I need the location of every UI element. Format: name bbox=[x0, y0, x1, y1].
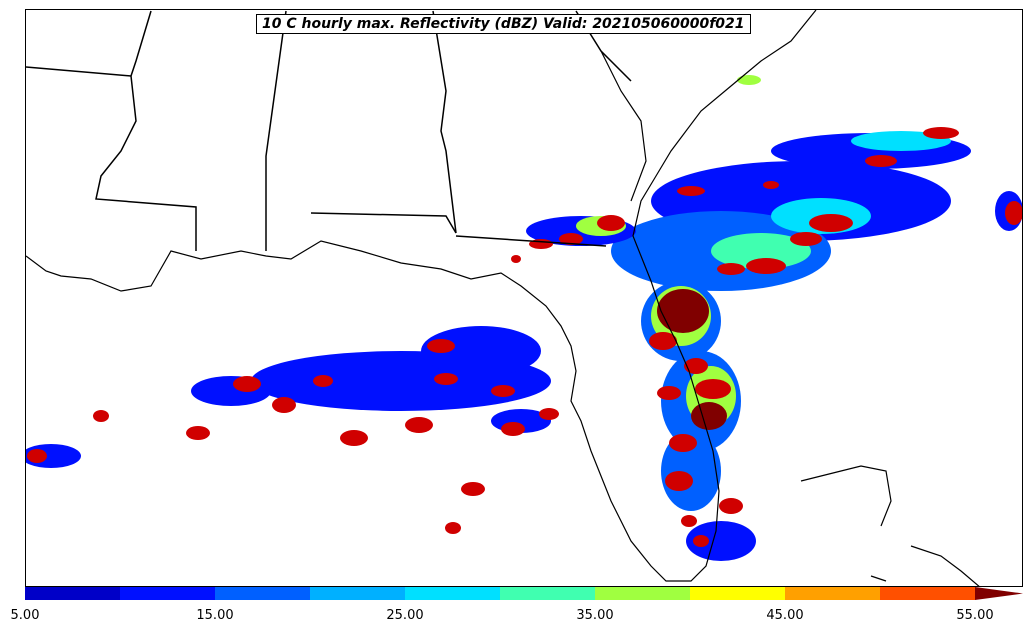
colorbar-tick-label: 15.00 bbox=[196, 608, 234, 623]
state-borders bbox=[26, 10, 632, 251]
reflectivity-cell bbox=[661, 431, 721, 511]
reflectivity-cell bbox=[684, 358, 708, 374]
al-ga-border bbox=[265, 10, 287, 251]
reflectivity-cell bbox=[597, 215, 625, 231]
reflectivity-cell bbox=[559, 233, 583, 245]
reflectivity-cell bbox=[233, 376, 261, 392]
reflectivity-cell bbox=[737, 75, 761, 85]
colorbar-segment bbox=[880, 587, 976, 600]
reflectivity-cell bbox=[649, 332, 677, 350]
reflectivity-cell bbox=[686, 521, 756, 561]
map-frame bbox=[25, 9, 1023, 587]
colorbar-tick-label: 35.00 bbox=[576, 608, 614, 623]
reflectivity-cells bbox=[26, 75, 1022, 561]
reflectivity-cell bbox=[681, 515, 697, 527]
reflectivity-cell bbox=[313, 375, 333, 387]
keys-coast bbox=[800, 465, 892, 527]
reflectivity-cell bbox=[272, 397, 296, 413]
reflectivity-cell bbox=[693, 535, 709, 547]
colorbar-tick-label: 5.00 bbox=[10, 608, 40, 623]
reflectivity-cell bbox=[501, 422, 525, 436]
colorbar-extend-arrow bbox=[975, 587, 1023, 600]
reflectivity-cell bbox=[865, 155, 897, 167]
colorbar-segment bbox=[405, 587, 501, 600]
reflectivity-cell bbox=[657, 289, 709, 333]
reflectivity-cell bbox=[669, 434, 697, 452]
sc-coast-inner bbox=[600, 50, 647, 202]
reflectivity-cell bbox=[809, 214, 853, 232]
colorbar-tick-label: 55.00 bbox=[956, 608, 994, 623]
reflectivity-cell bbox=[340, 430, 368, 446]
reflectivity-cell bbox=[719, 498, 743, 514]
grand-bahama bbox=[870, 575, 887, 582]
reflectivity-cell bbox=[511, 255, 521, 263]
reflectivity-cell bbox=[717, 263, 745, 275]
ms-tn-border bbox=[26, 66, 132, 77]
reflectivity-cell bbox=[695, 379, 731, 399]
ga-sc-border bbox=[432, 10, 457, 234]
colorbar-segment bbox=[25, 587, 121, 600]
reflectivity-cell bbox=[461, 482, 485, 496]
bahamas-coast bbox=[910, 545, 980, 586]
coastline bbox=[26, 10, 980, 586]
map-title: 10 C hourly max. Reflectivity (dBZ) Vali… bbox=[256, 14, 751, 34]
reflectivity-map bbox=[26, 10, 1022, 586]
reflectivity-cell bbox=[445, 522, 461, 534]
colorbar-tick-label: 45.00 bbox=[766, 608, 804, 623]
reflectivity-cell bbox=[93, 410, 109, 422]
colorbar-segment bbox=[120, 587, 216, 600]
reflectivity-cell bbox=[790, 232, 822, 246]
colorbar-segment bbox=[785, 587, 881, 600]
reflectivity-cell bbox=[746, 258, 786, 274]
reflectivity-cell bbox=[763, 181, 779, 189]
colorbar-segment bbox=[310, 587, 406, 600]
reflectivity-cell bbox=[405, 417, 433, 433]
reflectivity-cell bbox=[27, 449, 47, 463]
reflectivity-cell bbox=[691, 402, 727, 430]
gulf-coastline bbox=[26, 10, 817, 582]
reflectivity-colorbar bbox=[25, 587, 1023, 600]
reflectivity-cell bbox=[421, 326, 541, 376]
colorbar-tick-label: 25.00 bbox=[386, 608, 424, 623]
reflectivity-cell bbox=[711, 233, 811, 269]
reflectivity-cell bbox=[1005, 201, 1022, 225]
al-fl-border bbox=[310, 212, 457, 234]
colorbar-segment bbox=[215, 587, 311, 600]
reflectivity-cell bbox=[491, 385, 515, 397]
reflectivity-cell bbox=[539, 408, 559, 420]
reflectivity-cell bbox=[427, 339, 455, 353]
ms-al-border bbox=[95, 10, 197, 251]
reflectivity-cell bbox=[434, 373, 458, 385]
reflectivity-cell bbox=[186, 426, 210, 440]
colorbar-segment bbox=[595, 587, 691, 600]
reflectivity-cell bbox=[677, 186, 705, 196]
colorbar-segment bbox=[690, 587, 786, 600]
ga-fl-border bbox=[455, 235, 607, 247]
colorbar-segment bbox=[500, 587, 596, 600]
reflectivity-cell bbox=[923, 127, 959, 139]
reflectivity-cell bbox=[657, 386, 681, 400]
reflectivity-cell bbox=[665, 471, 693, 491]
